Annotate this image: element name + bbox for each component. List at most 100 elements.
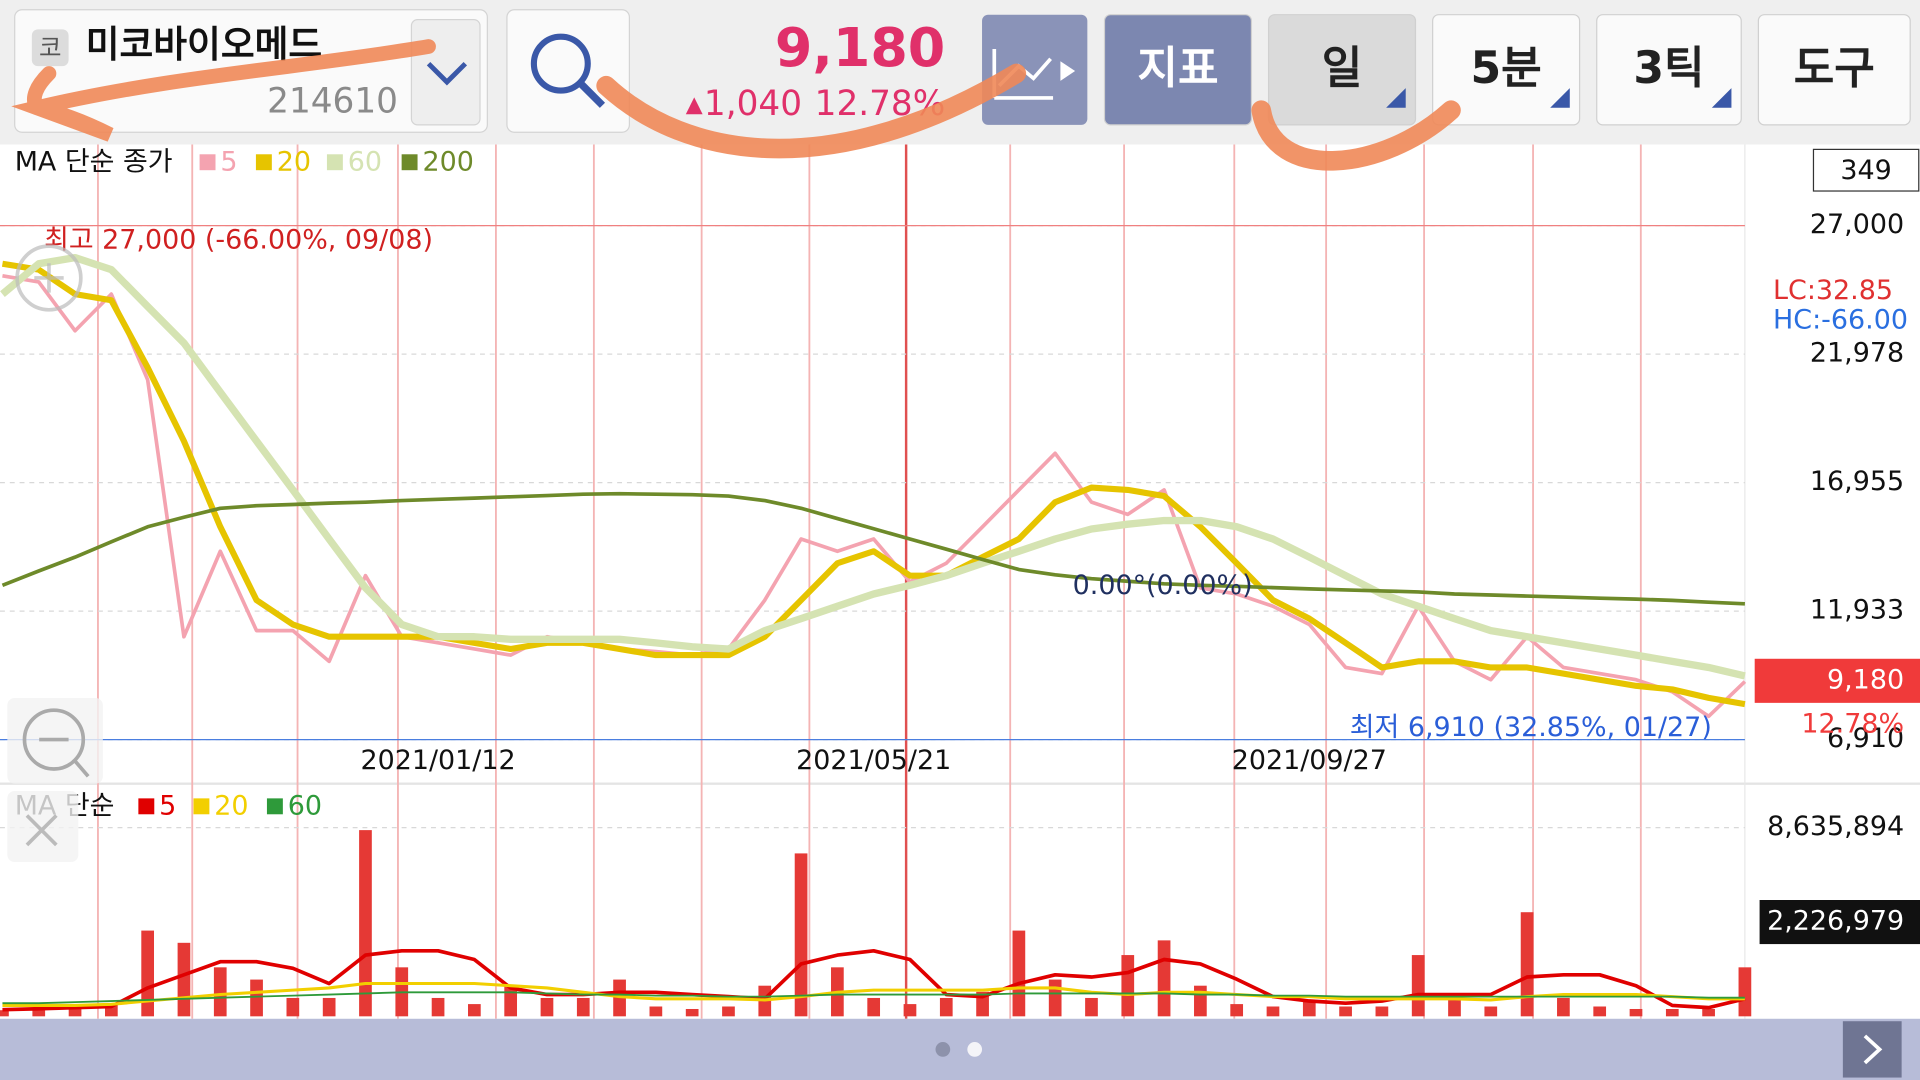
toolbar-button[interactable] — [1432, 14, 1581, 126]
volume-bar — [1230, 1004, 1244, 1017]
volume-bar — [1012, 930, 1026, 1017]
zoom-out-icon — [39, 737, 90, 778]
hc-label: HC:-66.00 — [1773, 304, 1908, 335]
x-tick-label: 2021/05/21 — [796, 745, 951, 776]
y-tick-label: 11,933 — [1810, 595, 1904, 626]
volume-bar — [1302, 1001, 1316, 1017]
volume-bar — [1411, 955, 1425, 1017]
search-button[interactable] — [506, 9, 630, 133]
toolbar-button[interactable] — [1267, 14, 1417, 126]
last-price-box — [1754, 658, 1920, 703]
legend-swatch — [138, 798, 155, 815]
close-icon — [25, 814, 58, 847]
count-label: 349 — [1840, 155, 1891, 186]
volume-bar — [576, 997, 590, 1017]
legend-swatch — [401, 154, 418, 171]
y-tick-label: 21,978 — [1810, 338, 1904, 369]
stock-code: 214610 — [267, 81, 398, 121]
button-label: 지표 — [1137, 43, 1218, 94]
current-volume-box — [1759, 900, 1920, 945]
volume-bar — [213, 967, 227, 1017]
volume-bar — [286, 997, 300, 1017]
volume-bar — [1375, 1006, 1389, 1017]
volume-bar — [1048, 979, 1062, 1017]
page-dot[interactable] — [967, 1042, 983, 1057]
page-dot[interactable] — [935, 1042, 951, 1057]
legend-label: 200 — [422, 146, 473, 177]
volume-bar — [794, 853, 808, 1017]
volume-bar — [468, 1004, 481, 1017]
toolbar-button[interactable] — [1103, 14, 1253, 126]
toolbar-button[interactable] — [1757, 14, 1911, 126]
toolbar-button[interactable] — [1596, 14, 1742, 126]
price: 9,180 — [775, 16, 945, 79]
y-tick-label: 8,635,894 — [1767, 811, 1904, 842]
volume-bar — [0, 1010, 9, 1017]
bottom-bar — [0, 1018, 1920, 1080]
button-label: 도구 — [1794, 43, 1875, 94]
zoom-out-icon — [22, 708, 86, 771]
y-tick-label: 16,955 — [1810, 466, 1904, 497]
legend-label: 60 — [348, 146, 382, 177]
volume-bar — [649, 1006, 663, 1017]
dropdown[interactable] — [410, 18, 481, 126]
scribble — [596, 63, 1027, 159]
volume-bar — [431, 997, 445, 1017]
volume-bar — [141, 930, 155, 1017]
volume-bar — [1557, 997, 1570, 1017]
count-box — [1812, 148, 1920, 192]
ma-line — [1, 260, 1746, 708]
legend-swatch — [266, 798, 283, 815]
volume-bar — [504, 985, 518, 1017]
volume-bar — [1484, 1006, 1498, 1017]
volume-bar — [939, 997, 953, 1017]
legend-swatch — [326, 154, 343, 171]
volume-bar — [1157, 940, 1171, 1017]
volume-bar — [1738, 967, 1752, 1017]
legend-label: 20 — [214, 790, 248, 821]
volume-bar — [177, 942, 191, 1017]
button-label: 5분 — [1471, 43, 1542, 94]
volume-bar — [685, 1008, 699, 1017]
next-button[interactable] — [1842, 1021, 1902, 1078]
scribble — [1251, 100, 1461, 171]
stock-name: 미코바이오메드 — [86, 23, 322, 66]
corner-mark — [1550, 88, 1570, 108]
volume-bar — [903, 1004, 917, 1017]
ma-line — [2, 948, 1746, 1012]
x-tick-label: 2021/01/12 — [360, 745, 515, 776]
legend-swatch — [255, 154, 272, 171]
last-change: 12.78% — [1801, 708, 1904, 739]
legend-swatch — [199, 154, 216, 171]
legend-title: MA 단순 종가 — [15, 146, 173, 177]
button-label: 3틱 — [1633, 43, 1704, 94]
ma-line — [2, 991, 1745, 1005]
corner-mark — [1386, 88, 1406, 108]
x-tick-label: 2021/09/27 — [1232, 745, 1387, 776]
dropdown-icon — [426, 61, 468, 86]
ma-line — [2, 981, 1745, 1007]
low-label: 최저 6,910 (32.85%, 01/27) — [1350, 712, 1712, 743]
legend-label: 5 — [220, 146, 237, 177]
corner-mark — [1711, 88, 1732, 108]
button-group: 지표 일 5분 3틱 도구 — [1103, 14, 1911, 126]
volume-bar — [1085, 997, 1098, 1017]
high-label: 최고 27,000 (-66.00%, 09/08) — [44, 225, 433, 256]
current-volume: 2,226,979 — [1767, 906, 1904, 937]
volume-bar — [1194, 985, 1207, 1017]
y-tick-label: 6,910 — [1827, 723, 1904, 754]
zoom-in-icon[interactable] — [15, 244, 83, 312]
change: 1,040 — [704, 84, 802, 124]
legend-label: 60 — [288, 790, 322, 821]
volume-bar — [359, 830, 372, 1017]
search-icon — [577, 80, 606, 108]
volume-bar — [1448, 997, 1461, 1017]
volume-bar — [722, 1006, 735, 1017]
volume-bar — [32, 1010, 46, 1017]
volume-bar — [68, 1006, 82, 1017]
lc-label: LC:32.85 — [1773, 275, 1893, 306]
volume-bar — [1665, 1008, 1679, 1017]
zoom-in-icon — [34, 263, 64, 293]
volume-bar — [867, 997, 881, 1017]
